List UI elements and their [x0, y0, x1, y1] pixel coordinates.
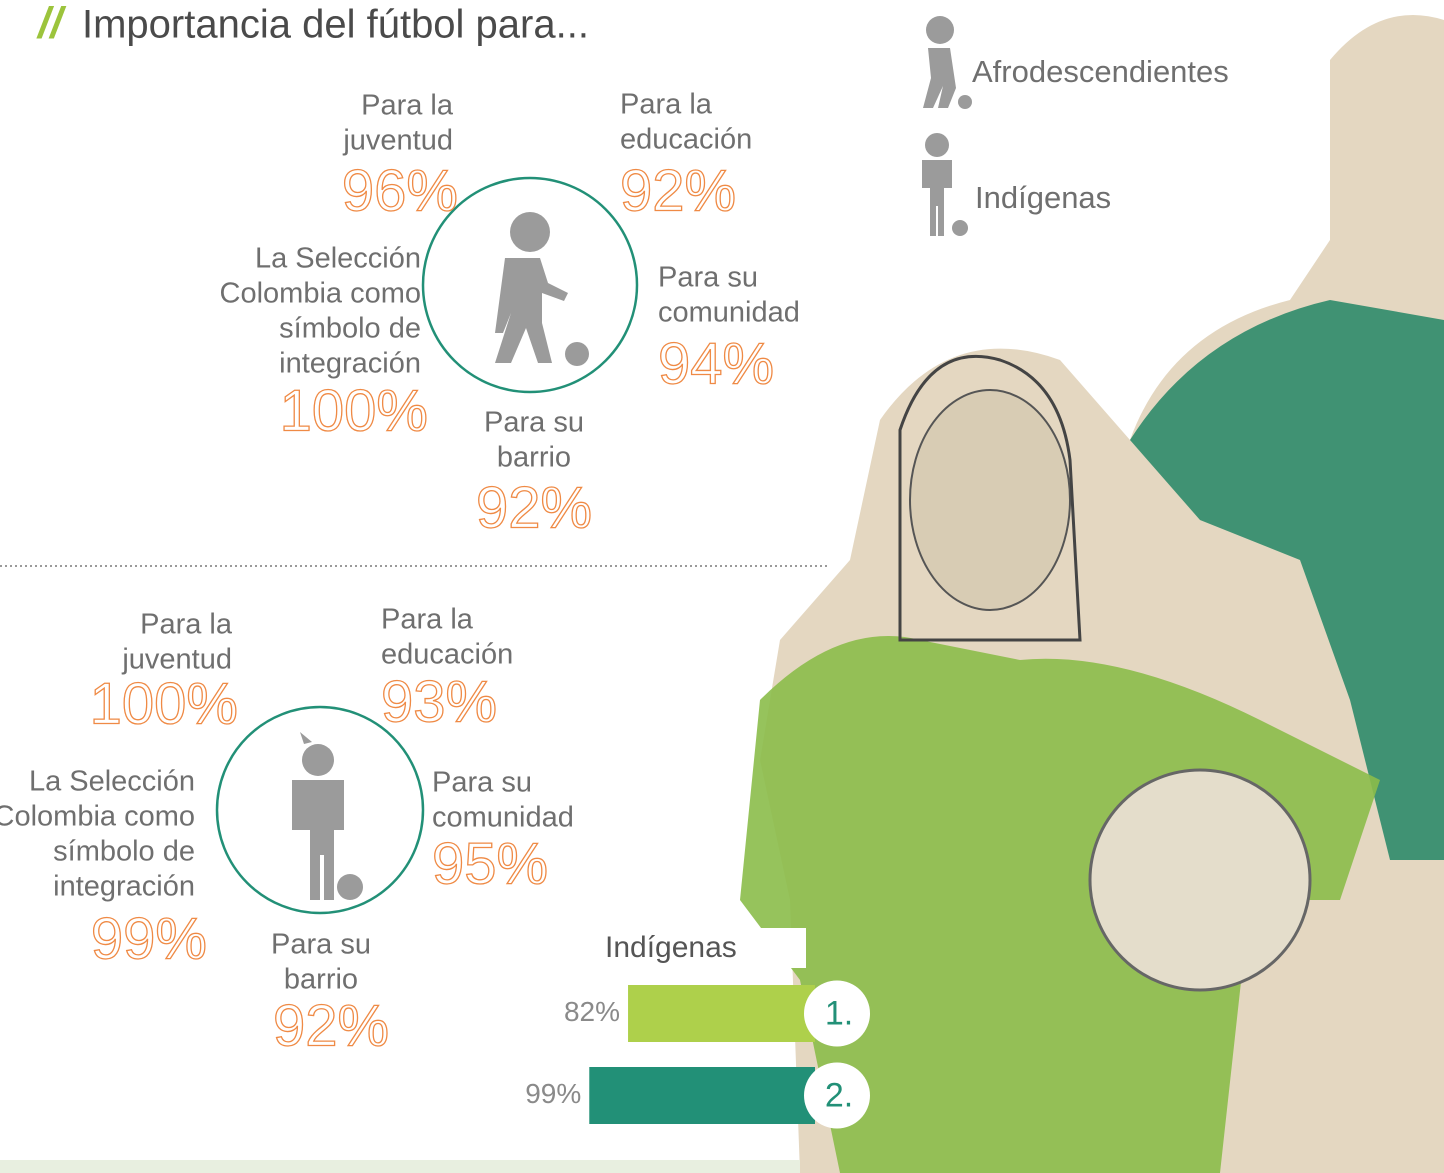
item-percent: 100%: [90, 671, 238, 736]
item-label: Para su: [432, 767, 532, 799]
item-label: Para la: [140, 609, 233, 641]
bar-title: Indígenas: [605, 931, 737, 964]
item-label: Para la: [620, 89, 713, 121]
item-label: Para su: [271, 929, 371, 961]
item-label: Para la: [361, 90, 454, 122]
item-percent: 92%: [476, 475, 592, 540]
item-label: barrio: [497, 442, 571, 474]
item-label: juventud: [121, 644, 232, 676]
legend-label: Afrodescendientes: [972, 54, 1229, 89]
rank-badge: [804, 1062, 870, 1129]
item-label: Para su: [484, 407, 584, 439]
item-label: educación: [381, 639, 513, 671]
item-label: barrio: [284, 964, 358, 996]
legend-icons: [922, 16, 972, 236]
rank-label: 1.: [825, 994, 853, 1032]
afro-icon: [495, 212, 589, 366]
item-label: educación: [620, 124, 752, 156]
item-percent: 94%: [658, 331, 774, 396]
title-mark: //: [36, 0, 67, 48]
item-percent: 99%: [91, 906, 207, 971]
item-label: comunidad: [432, 802, 574, 834]
item-percent: 92%: [273, 993, 389, 1058]
item-label: Para su: [658, 262, 758, 294]
item-label: juventud: [342, 125, 453, 157]
item-label: símbolo de: [279, 313, 421, 345]
item-percent: 100%: [280, 378, 428, 443]
item-label: comunidad: [658, 297, 800, 329]
item-label: Colombia como: [220, 278, 421, 310]
item-label: símbolo de: [53, 836, 195, 868]
bar: [589, 1067, 815, 1124]
item-label: La Selección: [255, 243, 421, 275]
bar-value-label: 82%: [564, 996, 620, 1027]
legend-label: Indígenas: [975, 180, 1111, 215]
title: Importancia del fútbol para...: [82, 3, 589, 47]
indigenous-icon: [292, 728, 363, 900]
rank-badge: [804, 980, 870, 1047]
item-label: Colombia como: [0, 801, 195, 833]
item-label: Para la: [381, 604, 474, 636]
illustration: [0, 15, 1444, 1173]
item-percent: 95%: [432, 831, 548, 896]
item-percent: 96%: [342, 158, 458, 223]
rank-label: 2.: [825, 1076, 853, 1114]
bar-value-label: 99%: [525, 1078, 581, 1109]
item-percent: 92%: [620, 158, 736, 223]
bar: [628, 985, 815, 1042]
item-label: integración: [279, 348, 421, 380]
item-label: La Selección: [29, 766, 195, 798]
item-label: integración: [53, 871, 195, 903]
item-percent: 93%: [381, 669, 497, 734]
bar-title-bg: [600, 928, 806, 968]
